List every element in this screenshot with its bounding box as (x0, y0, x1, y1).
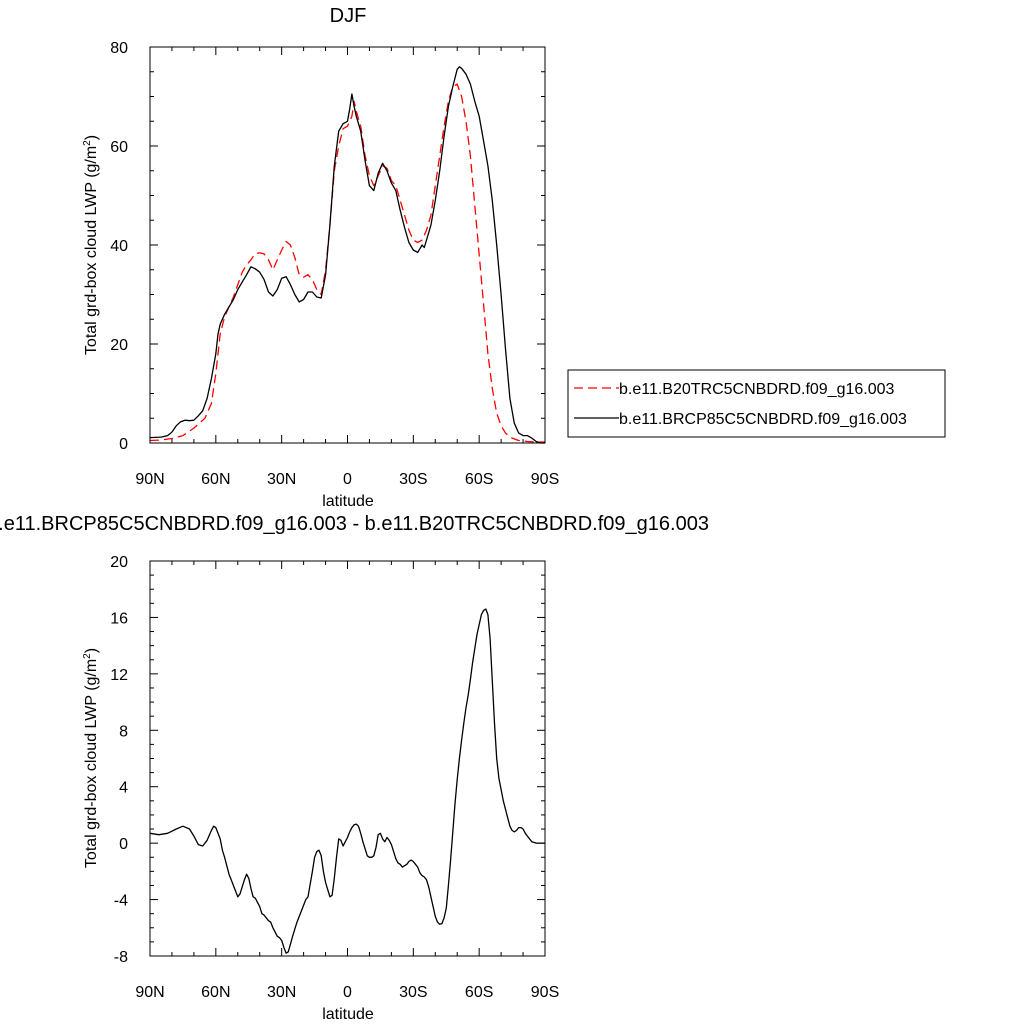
bottom-series-group (149, 608, 545, 954)
bottom-y-tick-label: 4 (119, 780, 128, 797)
top-y-tick-label: 60 (110, 139, 128, 156)
top-y-tick-label: 0 (119, 436, 128, 453)
bottom-y-tick-label: 8 (119, 723, 128, 740)
bottom-y-axis-label: Total grd-box cloud LWP (g/m2) (82, 648, 100, 868)
bottom-y-axis-label-sup: 2 (82, 653, 93, 659)
top-y-axis-label-end: ) (83, 135, 100, 140)
top-series-group (149, 66, 545, 444)
top-y-tick-label: 40 (110, 238, 128, 255)
bottom-x-tick-label: 90N (135, 984, 164, 1001)
bottom-x-tick-label: 0 (343, 984, 352, 1001)
top-x-tick-label: 90N (135, 471, 164, 488)
bottom-y-tick-label: 0 (119, 836, 128, 853)
top-y-tick-label: 20 (110, 337, 128, 354)
top-tick-marks (149, 46, 546, 444)
bottom-series-line-0 (149, 608, 545, 954)
top-x-tick-label: 90S (531, 471, 559, 488)
bottom-y-tick-label: -4 (114, 893, 128, 910)
top-x-tick-label: 0 (343, 471, 352, 488)
bottom-y-tick-label: 12 (110, 667, 128, 684)
bottom-x-tick-label: 30N (267, 984, 296, 1001)
top-panel: DJF 0 20 40 60 80 90N 60N 30N 0 30S 60S 90S latitu… (82, 5, 946, 510)
bottom-x-tick-label: 30S (399, 984, 427, 1001)
bottom-y-tick-label: 16 (110, 610, 128, 627)
top-y-axis-label-sup: 2 (82, 140, 93, 146)
bottom-tick-marks (149, 560, 546, 957)
top-y-axis-label-main: Total grd-box cloud LWP (g/m (83, 146, 100, 355)
top-x-tick-labels: 90N 60N 30N 0 30S 60S 90S (135, 471, 559, 488)
bottom-x-tick-label: 90S (531, 984, 559, 1001)
top-x-tick-label: 30N (267, 471, 296, 488)
top-x-tick-label: 60N (201, 471, 230, 488)
bottom-x-tick-label: 60S (465, 984, 493, 1001)
top-x-tick-label: 30S (399, 471, 427, 488)
bottom-chart-title: b.e11.BRCP85C5CNBDRD.f09_g16.003 - b.e11… (0, 513, 709, 535)
legend-label-rcp85: b.e11.BRCP85C5CNBDRD.f09_g16.003 (619, 411, 907, 428)
legend-box (567, 369, 946, 438)
top-chart-title: DJF (330, 5, 367, 27)
top-x-axis-label: latitude (322, 493, 374, 510)
top-y-tick-label: 80 (110, 40, 128, 57)
top-plot-frame (149, 46, 546, 444)
bottom-x-tick-labels: 90N 60N 30N 0 30S 60S 90S (135, 984, 559, 1001)
bottom-y-tick-labels: -8 -4 0 4 8 12 16 20 (110, 554, 128, 966)
top-series-line-0 (149, 83, 545, 443)
bottom-y-axis-label-main: Total grd-box cloud LWP (g/m (83, 659, 100, 868)
top-series-line-1 (149, 66, 545, 444)
bottom-panel: b.e11.BRCP85C5CNBDRD.f09_g16.003 - b.e11… (0, 513, 709, 1023)
top-x-tick-label: 60S (465, 471, 493, 488)
bottom-plot-frame (149, 560, 546, 957)
bottom-y-axis-label-end: ) (83, 648, 100, 653)
bottom-x-tick-label: 60N (201, 984, 230, 1001)
bottom-x-axis-label: latitude (322, 1006, 374, 1023)
legend: b.e11.B20TRC5CNBDRD.f09_g16.003 b.e11.BR… (567, 369, 946, 438)
legend-label-historical: b.e11.B20TRC5CNBDRD.f09_g16.003 (619, 381, 895, 398)
bottom-y-tick-label: 20 (110, 554, 128, 571)
top-y-axis-label: Total grd-box cloud LWP (g/m2) (82, 135, 100, 355)
bottom-y-tick-label: -8 (114, 949, 128, 966)
top-y-tick-labels: 0 20 40 60 80 (110, 40, 128, 453)
